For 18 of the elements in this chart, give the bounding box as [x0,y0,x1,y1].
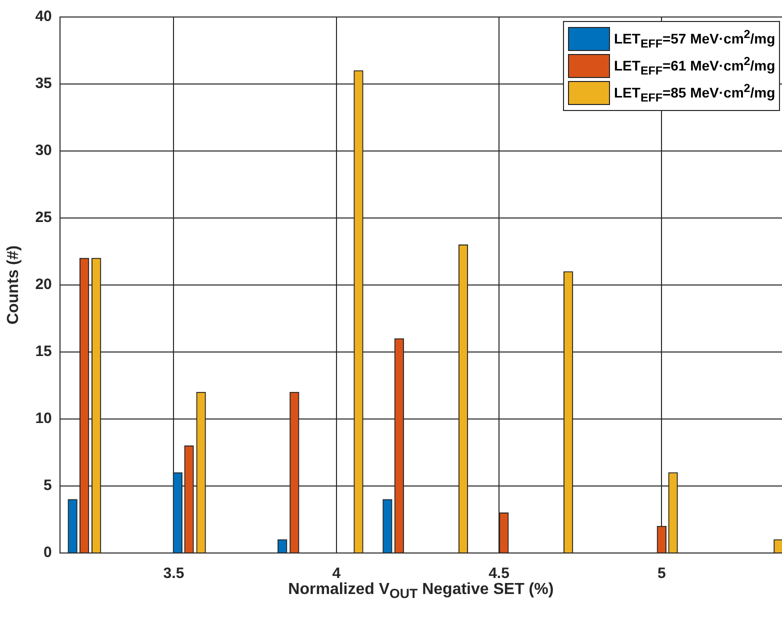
x-tick-label: 5 [657,565,666,582]
x-tick-label: 4 [332,565,342,582]
y-tick-label: 10 [35,410,52,428]
y-axis-title: Counts (#) [5,245,22,325]
y-tick-label: 5 [44,477,52,494]
y-tick-label: 35 [35,75,52,92]
legend-label: LET$_{EFF}$=61 MeV·cm$^{2}$/mg [614,54,776,78]
y-tick-label: 30 [35,142,52,160]
y-tick-label: 20 [35,276,52,294]
y-tick-label: 40 [35,8,52,26]
y-tick-label: 0 [44,544,52,562]
legend-label: LET$_{EFF}$=85 MeV·cm$^{2}$/mg [614,82,776,104]
x-axis-title: Normalized V$_{OUT}$ Negative SET (%) [287,581,555,602]
y-tick-label: 25 [35,209,52,226]
y-tick-label: 15 [35,343,52,360]
legend-label: LET$_{EFF}$=57 MeV·cm$^{2}$/mg [614,28,776,50]
x-tick-label: 4.5 [488,565,510,582]
x-tick-label: 3.5 [163,565,184,582]
